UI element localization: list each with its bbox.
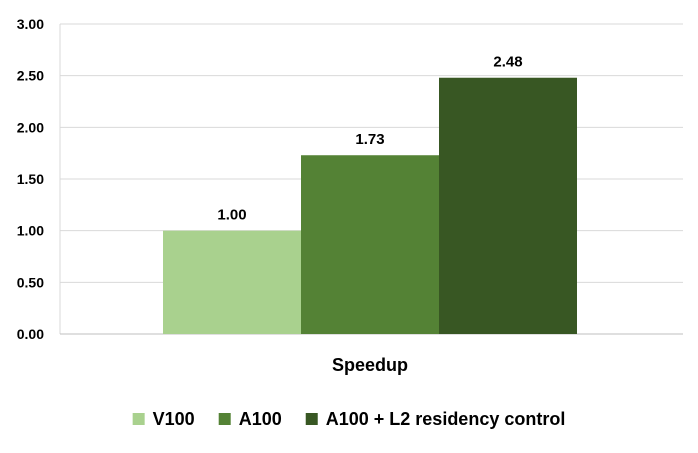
y-tick-label: 2.00: [17, 119, 44, 135]
bar-a100-l2-residency-control: [439, 77, 577, 334]
legend-swatch: [305, 413, 318, 425]
legend-swatch: [218, 413, 231, 425]
data-label: 1.00: [217, 207, 246, 224]
legend-label: A100 + L2 residency control: [326, 409, 566, 429]
data-labels: 1.00 1.73 2.48: [217, 54, 522, 224]
legend: V100 A100 A100 + L2 residency control: [132, 409, 566, 429]
legend-label: V100: [153, 409, 195, 429]
y-tick-label: 2.50: [17, 68, 44, 84]
legend-label: A100: [239, 409, 282, 429]
bar-v100: [163, 230, 301, 334]
y-tick-label: 1.00: [17, 223, 44, 239]
legend-item: V100: [132, 409, 195, 429]
data-label: 1.73: [355, 131, 384, 148]
y-tick-label: 0.00: [17, 326, 44, 342]
category-label: Speedup: [332, 355, 408, 375]
bar-a100: [301, 155, 439, 334]
data-label: 2.48: [493, 54, 522, 71]
legend-item: A100 + L2 residency control: [305, 409, 566, 429]
bars: [163, 77, 577, 334]
y-tick-label: 0.50: [17, 274, 44, 290]
legend-item: A100: [218, 409, 282, 429]
y-tick-label: 3.00: [17, 16, 44, 32]
x-axis-categories: Speedup: [332, 355, 408, 375]
legend-swatch: [132, 413, 145, 425]
y-tick-label: 1.50: [17, 171, 44, 187]
